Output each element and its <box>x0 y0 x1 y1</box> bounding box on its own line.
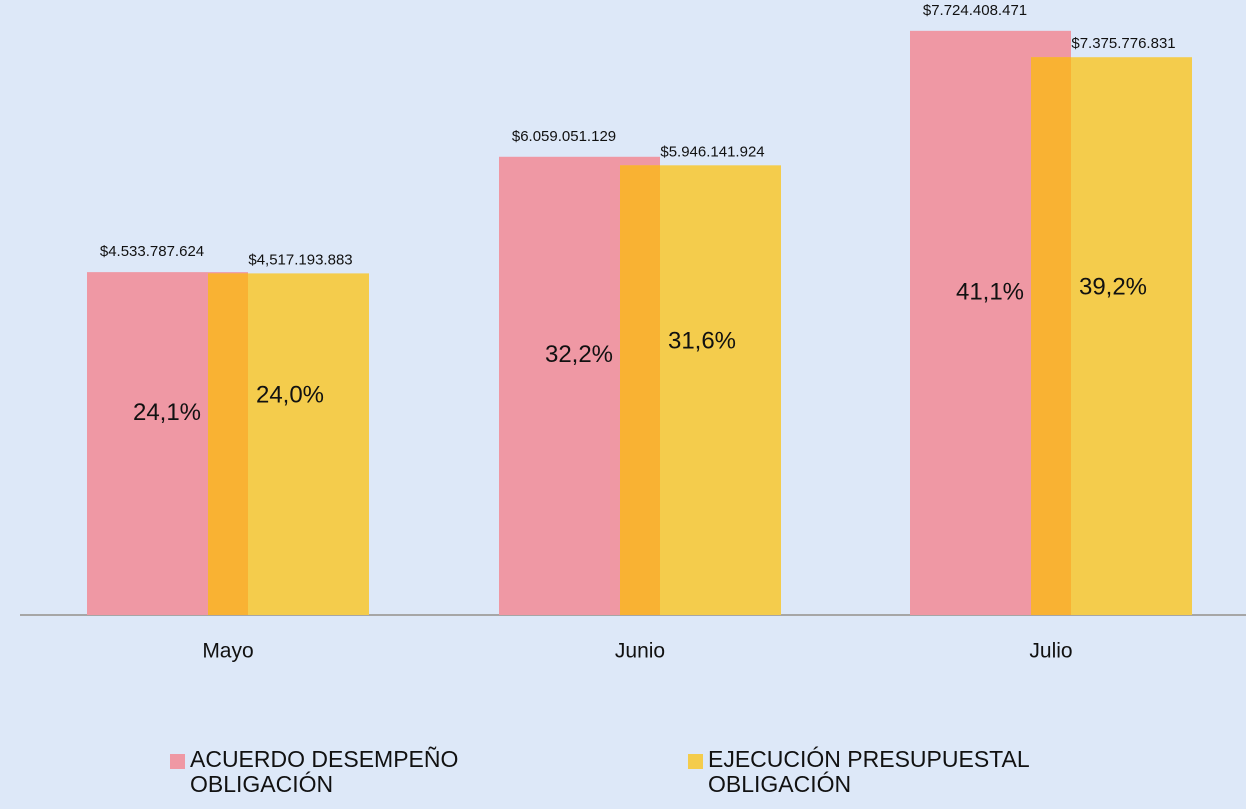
x-tick-label: Junio <box>615 640 665 663</box>
x-tick-label: Julio <box>1029 640 1072 663</box>
percent-label: 39,2% <box>1079 273 1147 300</box>
value-label: $7.724.408.471 <box>923 2 1027 19</box>
legend-swatch <box>688 754 703 769</box>
legend-label: EJECUCIÓN PRESUPUESTAL OBLIGACIÓN <box>708 746 1029 797</box>
bar-overlap <box>1031 57 1071 615</box>
percent-label: 24,0% <box>256 382 324 409</box>
value-label: $5.946.141.924 <box>660 143 764 160</box>
value-label: $4.533.787.624 <box>100 243 204 260</box>
percent-label: 41,1% <box>956 278 1024 305</box>
value-label: $7.375.776.831 <box>1071 35 1175 52</box>
value-label: $4,517.193.883 <box>248 251 352 268</box>
bar-overlap <box>208 273 248 615</box>
legend-label: ACUERDO DESEMPEÑO OBLIGACIÓN <box>190 746 459 797</box>
percent-label: 31,6% <box>668 328 736 355</box>
value-label: $6.059.051.129 <box>512 128 616 145</box>
percent-label: 24,1% <box>133 399 201 426</box>
x-tick-label: Mayo <box>202 640 253 663</box>
percent-label: 32,2% <box>545 341 613 368</box>
bar-overlap <box>620 165 660 616</box>
legend-swatch <box>170 754 185 769</box>
